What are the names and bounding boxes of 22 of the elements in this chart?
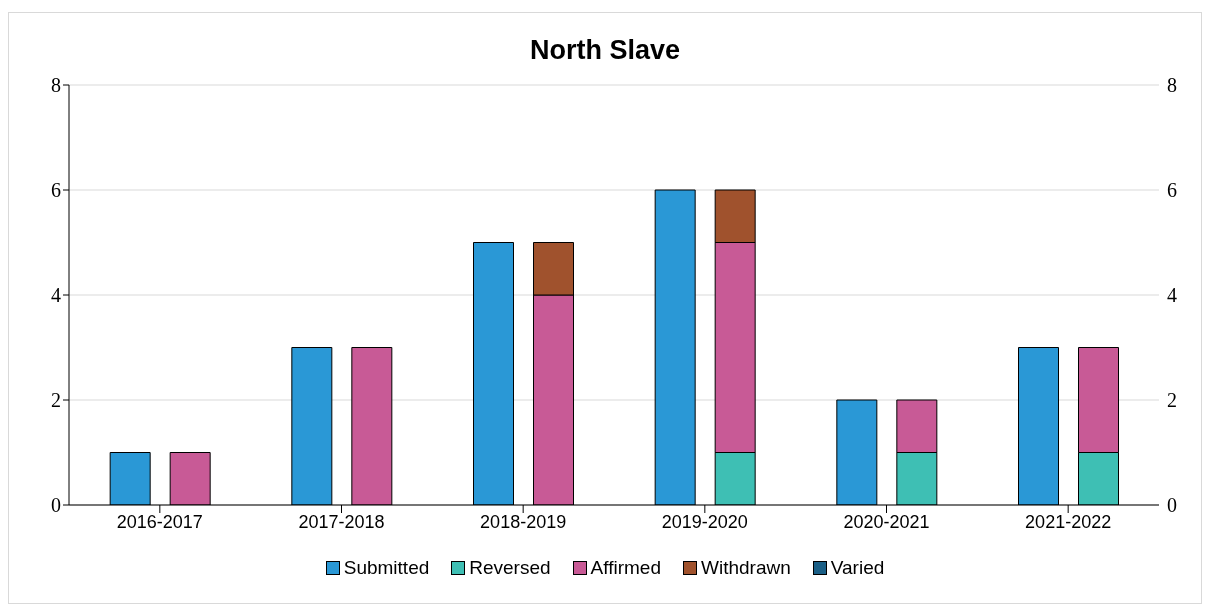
x-tick-label: 2018-2019 bbox=[480, 511, 567, 532]
y2-tick-label: 4 bbox=[1167, 284, 1177, 307]
y2-tick-label: 8 bbox=[1167, 74, 1177, 97]
y-tick-label: 8 bbox=[51, 74, 61, 97]
x-tick-label: 2016-2017 bbox=[116, 511, 203, 532]
x-tick-label: 2017-2018 bbox=[298, 511, 385, 532]
legend-label: Submitted bbox=[343, 557, 430, 579]
y-tick-label: 2 bbox=[51, 389, 61, 412]
chart-title: North Slave bbox=[528, 35, 681, 67]
y2-tick-label: 2 bbox=[1167, 389, 1177, 412]
legend-label: Varied bbox=[830, 557, 885, 579]
y-tick-label: 0 bbox=[51, 494, 61, 517]
y2-tick-label: 6 bbox=[1167, 179, 1177, 202]
legend-label: Withdrawn bbox=[701, 557, 791, 579]
x-tick-label: 2020-2021 bbox=[843, 511, 930, 532]
legend-label: Affirmed bbox=[590, 557, 661, 579]
x-tick-label: 2019-2020 bbox=[661, 511, 748, 532]
y-tick-label: 6 bbox=[51, 179, 61, 202]
y2-tick-label: 0 bbox=[1167, 494, 1177, 517]
x-tick-label: 2021-2022 bbox=[1025, 511, 1112, 532]
legend-label: Reversed bbox=[469, 557, 551, 579]
y-tick-label: 4 bbox=[51, 284, 61, 307]
